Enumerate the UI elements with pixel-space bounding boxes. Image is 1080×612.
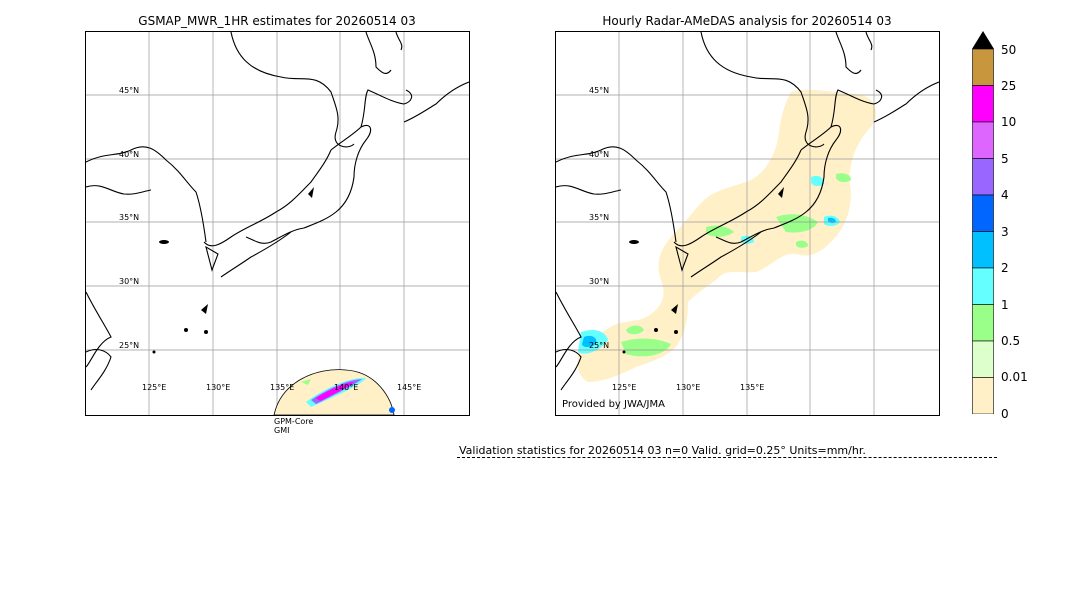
left-map-svg: [86, 32, 469, 415]
left-gridlines: [86, 32, 469, 415]
left-map-panel: 45°N 40°N 35°N 30°N 25°N 125°E 130°E 135…: [85, 31, 470, 416]
colorbar-label-50: 50: [1001, 43, 1017, 57]
left-lon-label-130: 130°E: [206, 383, 231, 392]
colorbar-label-1: 1: [1001, 298, 1009, 312]
validation-underline: [457, 457, 997, 458]
colorbar-label-10: 10: [1001, 115, 1017, 129]
left-lon-label-125: 125°E: [142, 383, 167, 392]
colorbar-label-5: 5: [1001, 152, 1009, 166]
colorbar-label-4: 4: [1001, 188, 1009, 202]
right-islands: [622, 187, 784, 354]
colorbar-segment-7: [972, 304, 994, 342]
right-coastlines: [556, 32, 939, 391]
colorbar-segment-1: [972, 85, 994, 123]
right-lat-label-35: 35°N: [589, 213, 610, 222]
right-lat-label-40: 40°N: [589, 150, 610, 159]
colorbar-segment-6: [972, 267, 994, 305]
sensor-line1: GPM-Core: [274, 417, 314, 426]
right-map-panel: 45°N 40°N 35°N 30°N 25°N 125°E 130°E 135…: [555, 31, 940, 416]
left-lat-label-35: 35°N: [119, 213, 140, 222]
right-lat-label-30: 30°N: [589, 277, 610, 286]
colorbar-segment-3: [972, 158, 994, 196]
left-coastlines: [86, 32, 469, 391]
left-lon-label-140: 140°E: [334, 383, 359, 392]
right-map-svg: [556, 32, 939, 415]
left-islands: [152, 187, 314, 354]
left-map-title: GSMAP_MWR_1HR estimates for 20260514 03: [138, 14, 416, 28]
colorbar-overflow-arrow: [972, 31, 994, 49]
colorbar-segment-8: [972, 340, 994, 378]
colorbar-segment-5: [972, 231, 994, 269]
right-gridlines: [556, 32, 939, 415]
right-map-title: Hourly Radar-AMeDAS analysis for 2026051…: [602, 14, 892, 28]
colorbar-segments: [972, 48, 994, 415]
sensor-line2: GMI: [274, 426, 290, 435]
left-lat-label-30: 30°N: [119, 277, 140, 286]
sensor-label: GPM-Core GMI: [274, 417, 313, 435]
left-swath: [273, 369, 395, 415]
right-lon-label-125: 125°E: [612, 383, 637, 392]
colorbar-segment-2: [972, 121, 994, 159]
right-radar-coverage: [577, 89, 876, 383]
right-lat-label-25: 25°N: [589, 341, 610, 350]
data-credit: Provided by JWA/JMA: [562, 399, 665, 410]
colorbar-segment-4: [972, 194, 994, 232]
colorbar-svg: [972, 31, 994, 415]
left-lon-label-135: 135°E: [270, 383, 295, 392]
validation-text: Validation statistics for 20260514 03 n=…: [459, 444, 866, 457]
colorbar-segment-9: [972, 377, 994, 415]
right-lon-label-135: 135°E: [740, 383, 765, 392]
colorbar-label-2: 2: [1001, 261, 1009, 275]
left-lat-label-45: 45°N: [119, 86, 140, 95]
colorbar-label-3: 3: [1001, 225, 1009, 239]
right-lat-label-45: 45°N: [589, 86, 610, 95]
right-lon-label-130: 130°E: [676, 383, 701, 392]
colorbar: [972, 31, 994, 415]
colorbar-label-0: 0: [1001, 407, 1009, 421]
left-lat-label-40: 40°N: [119, 150, 140, 159]
colorbar-label-25: 25: [1001, 79, 1017, 93]
right-precip-cells: [578, 173, 851, 357]
left-lat-label-25: 25°N: [119, 341, 140, 350]
colorbar-label-0.01: 0.01: [1001, 370, 1028, 384]
left-lon-label-145: 145°E: [397, 383, 422, 392]
colorbar-label-0.5: 0.5: [1001, 334, 1021, 348]
colorbar-segment-0: [972, 48, 994, 86]
